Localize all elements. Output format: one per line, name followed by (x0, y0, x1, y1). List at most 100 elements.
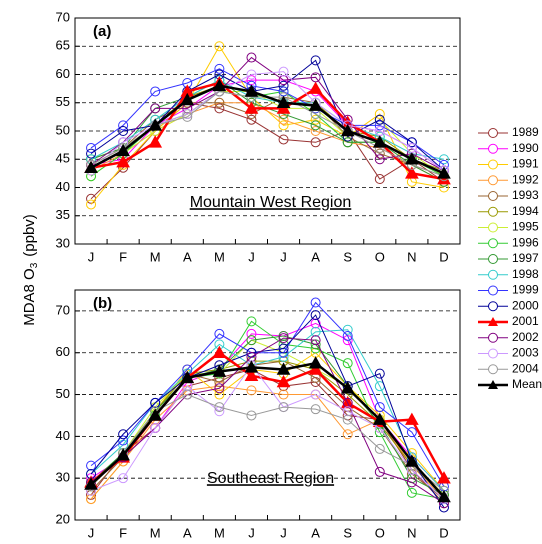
legend-marker (488, 238, 498, 249)
x-tick-label: M (214, 525, 225, 540)
legend-marker (488, 317, 498, 326)
marker (246, 52, 257, 63)
marker (308, 98, 323, 111)
marker (374, 120, 385, 131)
series-line (90, 329, 445, 492)
marker (244, 84, 259, 97)
marker (86, 142, 97, 153)
marker (278, 75, 289, 86)
series-line (90, 79, 445, 160)
marker (150, 86, 161, 97)
marker (374, 402, 385, 413)
legend-label: 2004 (512, 361, 539, 375)
legend-marker (488, 332, 498, 343)
marker (405, 454, 419, 467)
y-tick-label: 50 (56, 386, 70, 401)
legend-marker (488, 285, 498, 296)
marker (308, 362, 323, 375)
region-label: Mountain West Region (190, 194, 352, 211)
legend-label: 1999 (512, 283, 539, 297)
x-tick-label: S (343, 249, 352, 264)
marker (84, 160, 98, 174)
y-tick-label: 40 (56, 428, 70, 443)
legend-marker (488, 159, 498, 170)
panel-label: (b) (93, 295, 112, 312)
marker (116, 143, 130, 157)
marker (182, 109, 193, 120)
marker (278, 120, 289, 131)
marker (244, 101, 259, 114)
marker (148, 118, 163, 131)
marker (118, 126, 129, 136)
marker (342, 137, 353, 148)
legend-marker (488, 364, 498, 375)
x-tick-label: F (119, 525, 127, 540)
legend-marker (488, 222, 498, 233)
legend-marker (488, 301, 498, 312)
legend-marker (488, 175, 498, 186)
y-tick-label: 60 (56, 344, 70, 359)
x-tick-label: J (88, 525, 95, 540)
marker (374, 443, 385, 454)
legend-label: 2000 (512, 298, 539, 312)
marker (278, 333, 289, 344)
marker (116, 448, 130, 461)
marker (310, 335, 321, 346)
legend-marker (488, 348, 498, 359)
marker (405, 166, 419, 179)
marker (84, 477, 98, 490)
region-label: Southeast Region (207, 470, 334, 487)
marker (214, 97, 225, 108)
marker (374, 109, 385, 120)
marker (437, 166, 451, 179)
y-tick-label: 60 (56, 66, 70, 81)
marker (437, 489, 451, 503)
y-tick-label: 20 (56, 511, 70, 526)
marker (310, 114, 321, 125)
marker (86, 494, 97, 505)
series-line (90, 71, 445, 171)
marker (310, 318, 321, 329)
y-tick-label: 35 (56, 207, 70, 222)
series-line (90, 45, 445, 205)
marker (212, 78, 227, 92)
legend-label: 2001 (512, 314, 539, 328)
y-label-unit: (ppbv) (21, 214, 38, 257)
marker (342, 429, 353, 440)
legend-marker (488, 269, 498, 280)
marker (342, 358, 353, 369)
legend-label: Mean (512, 377, 542, 391)
x-tick-label: J (248, 249, 255, 264)
marker (150, 397, 161, 408)
x-tick-label: M (150, 525, 161, 540)
marker (340, 123, 355, 137)
marker (118, 473, 129, 484)
series-line (90, 96, 445, 177)
marker (278, 114, 289, 125)
series-line (90, 56, 445, 171)
x-tick-label: A (311, 525, 320, 540)
marker (278, 402, 289, 413)
x-tick-label: N (407, 525, 416, 540)
marker (308, 356, 323, 369)
marker (244, 368, 259, 382)
legend-marker (488, 191, 498, 201)
x-tick-label: M (214, 249, 225, 264)
legend-label: 1998 (512, 267, 539, 281)
legend-label: 1996 (512, 235, 539, 249)
x-tick-label: O (375, 525, 385, 540)
marker (246, 385, 257, 396)
marker (278, 343, 289, 354)
marker (310, 389, 321, 400)
series-line (90, 59, 445, 171)
marker (214, 41, 225, 52)
marker (310, 126, 321, 136)
plot-frame (74, 17, 461, 245)
marker (150, 423, 161, 433)
y-tick-label: 50 (56, 122, 70, 137)
marker (214, 63, 225, 74)
marker (246, 328, 257, 339)
panel-label: (a) (93, 23, 111, 40)
series-line (90, 337, 445, 504)
marker (246, 410, 257, 421)
